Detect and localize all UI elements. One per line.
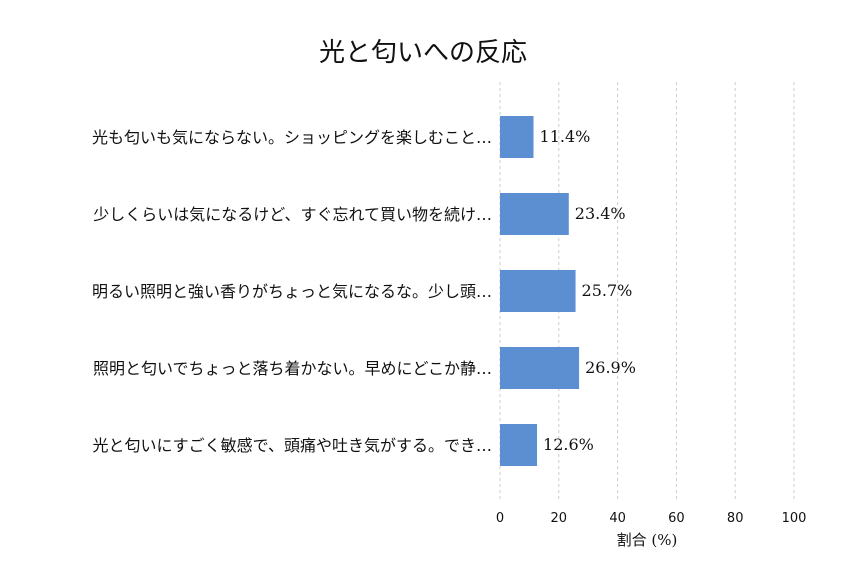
bar-5 — [500, 424, 538, 466]
category-label-4: 照明と匂いでちょっと落ち着かない。早めにどこか静… — [93, 359, 492, 378]
bar-3 — [500, 270, 576, 312]
bar-1 — [500, 116, 534, 158]
category-label-3: 明るい照明と強い香りがちょっと気になるな。少し頭… — [92, 282, 492, 301]
value-label-3: 25.7% — [582, 281, 633, 300]
x-axis-title: 割合 (%) — [617, 531, 678, 549]
x-tick-label-40: 40 — [609, 511, 626, 526]
x-tick-label-80: 80 — [727, 511, 744, 526]
bar-4 — [500, 347, 580, 389]
x-tick-label-100: 100 — [782, 511, 807, 526]
value-labels: 11.4% 23.4% 25.7% 26.9% 12.6% — [540, 127, 636, 454]
x-tick-label-60: 60 — [668, 511, 685, 526]
bars — [500, 116, 580, 466]
bar-2 — [500, 193, 569, 235]
category-label-1: 光も匂いも気にならない。ショッピングを楽しむこと… — [92, 128, 492, 147]
value-label-2: 23.4% — [575, 204, 626, 223]
x-tick-label-20: 20 — [551, 511, 568, 526]
value-label-5: 12.6% — [543, 435, 594, 454]
x-tick-label-0: 0 — [496, 511, 504, 526]
category-labels: 光も匂いも気にならない。ショッピングを楽しむこと… 少しくらいは気になるけど、すぐ… — [92, 128, 492, 455]
x-axis-ticks: 0 20 40 60 80 100 — [496, 511, 807, 526]
value-label-1: 11.4% — [540, 127, 591, 146]
category-label-2: 少しくらいは気になるけど、すぐ忘れて買い物を続け… — [93, 205, 492, 224]
category-label-5: 光と匂いにすごく敏感で、頭痛や吐き気がする。でき… — [92, 436, 492, 455]
chart-title: 光と匂いへの反応 — [319, 38, 527, 68]
value-label-4: 26.9% — [585, 358, 636, 377]
